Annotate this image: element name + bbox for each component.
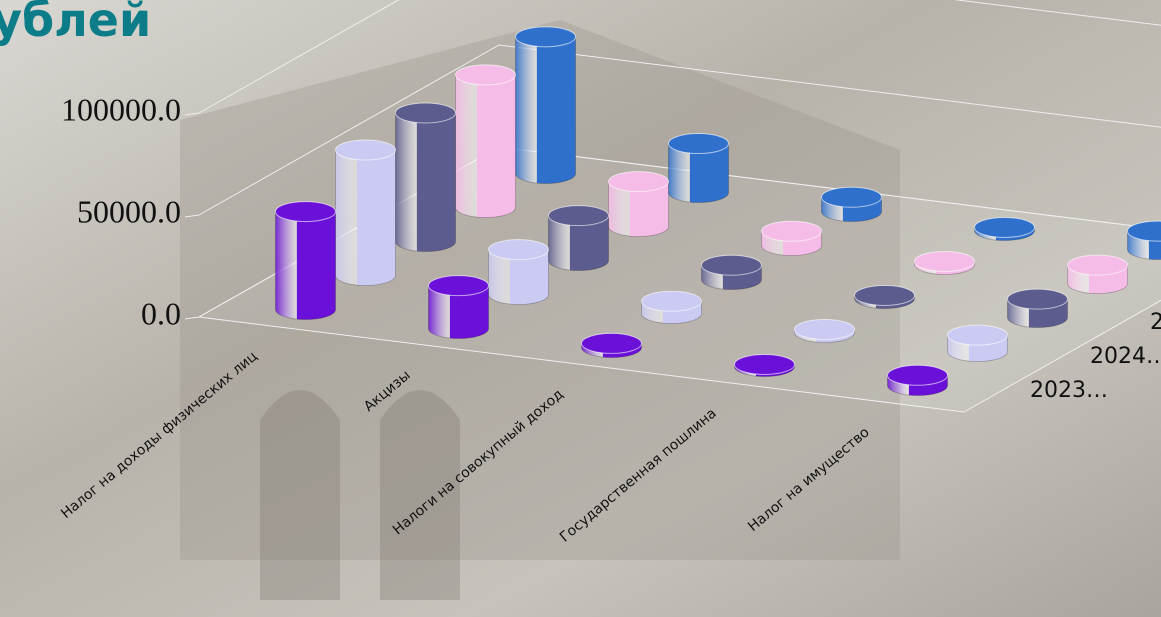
cylinder-top — [974, 216, 1035, 238]
cylinder-top — [455, 64, 516, 86]
cylinder-body — [668, 143, 729, 203]
cylinder-top — [821, 186, 882, 208]
series-label: 2023… — [1030, 378, 1108, 403]
y-tick-label: 100000.0 — [61, 91, 181, 127]
tick-mark — [184, 214, 200, 218]
cylinder-body — [515, 36, 576, 184]
cylinder-top — [887, 364, 948, 386]
grid-line — [198, 44, 1161, 216]
cylinder-top — [947, 324, 1008, 346]
cylinder-top — [854, 284, 915, 306]
cylinder-top — [335, 139, 396, 161]
cylinder-body — [488, 249, 549, 305]
cylinder-top — [515, 26, 576, 48]
series-label: 2024… — [1090, 344, 1161, 369]
cylinder-top — [701, 254, 762, 276]
grid-line — [198, 0, 1161, 114]
chart-title: ублей — [0, 0, 151, 47]
cylinder-top — [734, 353, 795, 375]
cylinder-top — [608, 171, 669, 193]
cylinder-top — [581, 332, 642, 354]
cylinder-top — [548, 205, 609, 227]
cylinder-top — [275, 201, 336, 223]
cylinder-top — [794, 318, 855, 340]
cylinder-body — [275, 211, 336, 320]
cylinder-body — [428, 285, 489, 339]
cylinder-body — [548, 215, 609, 271]
cylinder-body — [395, 112, 456, 252]
cylinder-top — [1067, 254, 1128, 276]
series-label: 2025 — [1150, 310, 1161, 335]
cylinder-body — [455, 74, 516, 218]
cylinder-body — [335, 149, 396, 286]
cylinder-top — [641, 290, 702, 312]
cylinder-top — [914, 250, 975, 272]
cylinder-top — [668, 133, 729, 155]
y-tick-label: 0.0 — [141, 295, 181, 331]
cylinder-top — [1007, 288, 1068, 310]
cylinder-top — [1127, 220, 1161, 242]
background-arches — [260, 390, 460, 600]
cylinder-top — [395, 102, 456, 124]
tick-mark — [184, 112, 200, 116]
tick-mark — [184, 316, 200, 320]
cylinder-top — [761, 220, 822, 242]
cylinder-top — [428, 275, 489, 297]
cylinder-body — [608, 181, 669, 237]
y-tick-label: 50000.0 — [77, 193, 181, 229]
cylinder-top — [488, 239, 549, 261]
